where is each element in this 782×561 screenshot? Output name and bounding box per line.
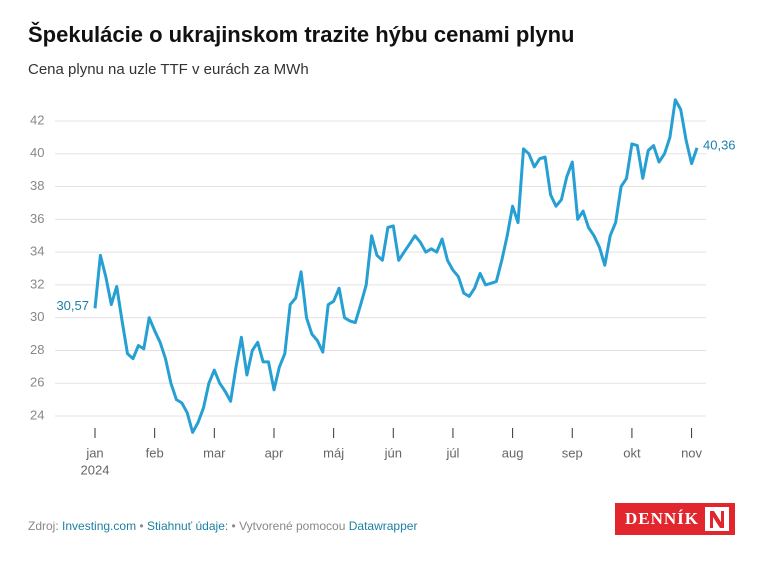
y-tick-label: 38 xyxy=(30,178,44,193)
x-tick-label: aug xyxy=(502,445,524,460)
logo[interactable]: DENNÍK xyxy=(615,503,735,535)
chart-title: Špekulácie o ukrajinskom trazite hýbu ce… xyxy=(28,22,575,47)
y-tick-label: 32 xyxy=(30,276,44,291)
separator: • xyxy=(139,519,144,533)
chart-subtitle: Cena plynu na uzle TTF v eurách za MWh xyxy=(28,61,309,78)
x-tick-label: júl xyxy=(445,445,459,460)
y-tick-label: 40 xyxy=(30,145,44,160)
logo-icon xyxy=(705,507,729,531)
x-tick-label: feb xyxy=(146,445,164,460)
x-tick-label: okt xyxy=(623,445,641,460)
x-tick-label: jún xyxy=(384,445,402,460)
y-tick-label: 26 xyxy=(30,375,44,390)
separator: • xyxy=(231,519,236,533)
data-label: 30,57 xyxy=(56,298,89,313)
x-tick-label: máj xyxy=(323,445,344,460)
x-tick-label: sep xyxy=(562,445,583,460)
x-year-label: 2024 xyxy=(81,462,110,477)
credit-prefix: Vytvorené pomocou xyxy=(239,519,346,533)
x-tick-label: apr xyxy=(265,445,284,460)
y-tick-label: 30 xyxy=(30,309,44,324)
download-link[interactable]: Stiahnuť údaje: xyxy=(146,519,229,533)
y-tick-label: 34 xyxy=(30,244,44,259)
credit-link[interactable]: Datawrapper xyxy=(348,519,418,533)
x-tick-label: nov xyxy=(681,445,702,460)
footer: Zdroj: Investing.com • Stiahnuť údaje: •… xyxy=(28,519,417,533)
source-label: Zdroj: xyxy=(28,519,59,533)
x-tick-label: jan xyxy=(85,445,103,460)
y-tick-label: 24 xyxy=(30,407,44,422)
source-link[interactable]: Investing.com xyxy=(62,519,137,533)
line xyxy=(93,98,699,434)
logo-text: DENNÍK xyxy=(625,509,700,528)
x-tick-label: mar xyxy=(203,445,226,460)
y-tick-label: 42 xyxy=(30,112,44,127)
data-label: 40,36 xyxy=(703,137,736,152)
y-tick-label: 28 xyxy=(30,342,44,357)
y-tick-label: 36 xyxy=(30,211,44,226)
